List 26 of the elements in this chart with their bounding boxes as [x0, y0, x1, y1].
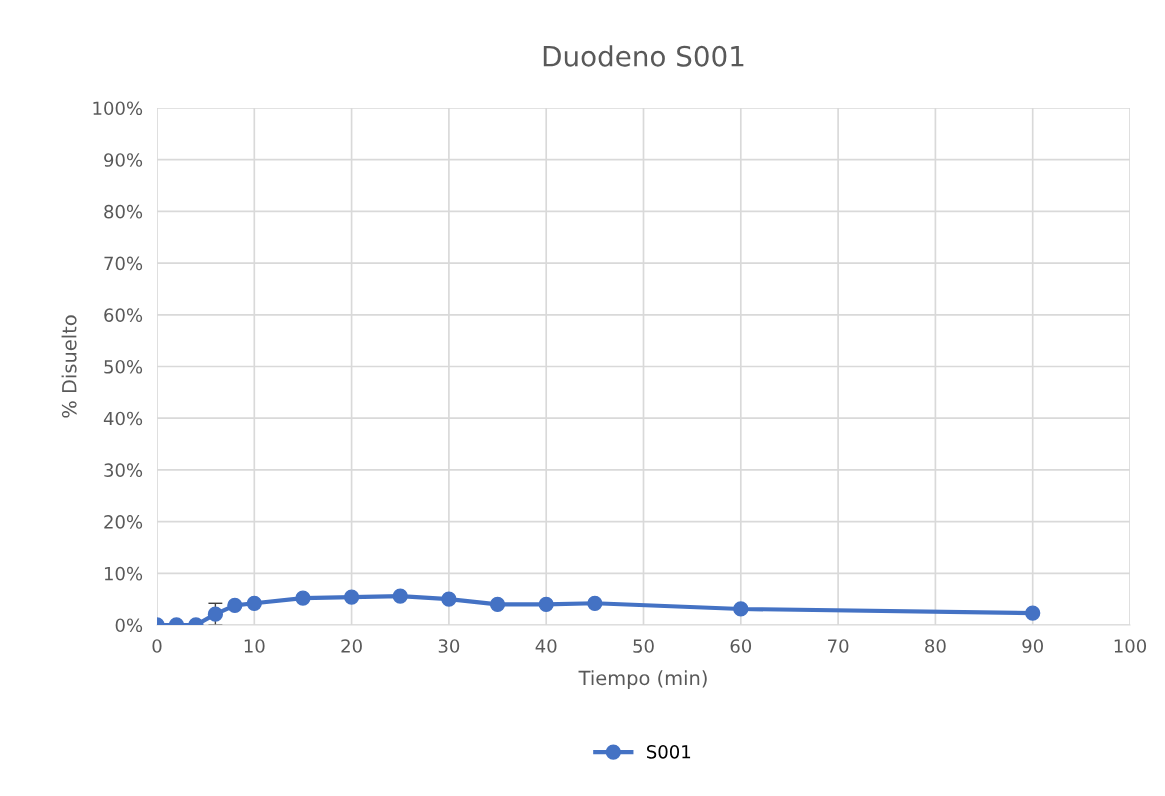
y-tick-label: 60% — [104, 308, 143, 322]
x-tick-label: 90 — [1022, 639, 1043, 653]
y-tick-label: 10% — [104, 566, 143, 581]
legend-label: S001 — [647, 744, 691, 759]
y-tick-label: 50% — [104, 359, 143, 374]
x-tick-label: 100 — [1114, 639, 1147, 653]
y-tick-label: 0% — [115, 618, 143, 633]
x-tick-label: 80 — [925, 639, 946, 653]
x-axis-title: Tiempo (min) — [578, 670, 707, 690]
x-tick-label: 40 — [535, 639, 557, 653]
y-tick-label: 30% — [104, 463, 143, 478]
x-tick-label: 50 — [633, 639, 654, 653]
y-tick-label: 100% — [93, 101, 143, 116]
x-tick-label: 70 — [828, 639, 849, 653]
y-tick-label: 70% — [104, 256, 143, 271]
x-tick-label: 0 — [152, 639, 162, 653]
x-tick-label: 20 — [341, 639, 362, 653]
x-tick-label: 60 — [730, 639, 752, 653]
x-tick-label: 30 — [438, 639, 460, 653]
y-tick-label: 40% — [103, 411, 143, 426]
y-tick-label: 80% — [104, 204, 143, 219]
x-tick-label: 10 — [244, 639, 265, 653]
chart-title: Duodeno S001 — [543, 45, 744, 67]
y-axis-title: % Disuelto — [61, 315, 77, 418]
y-tick-label: 20% — [104, 515, 143, 529]
y-tick-label: 90% — [104, 153, 143, 167]
